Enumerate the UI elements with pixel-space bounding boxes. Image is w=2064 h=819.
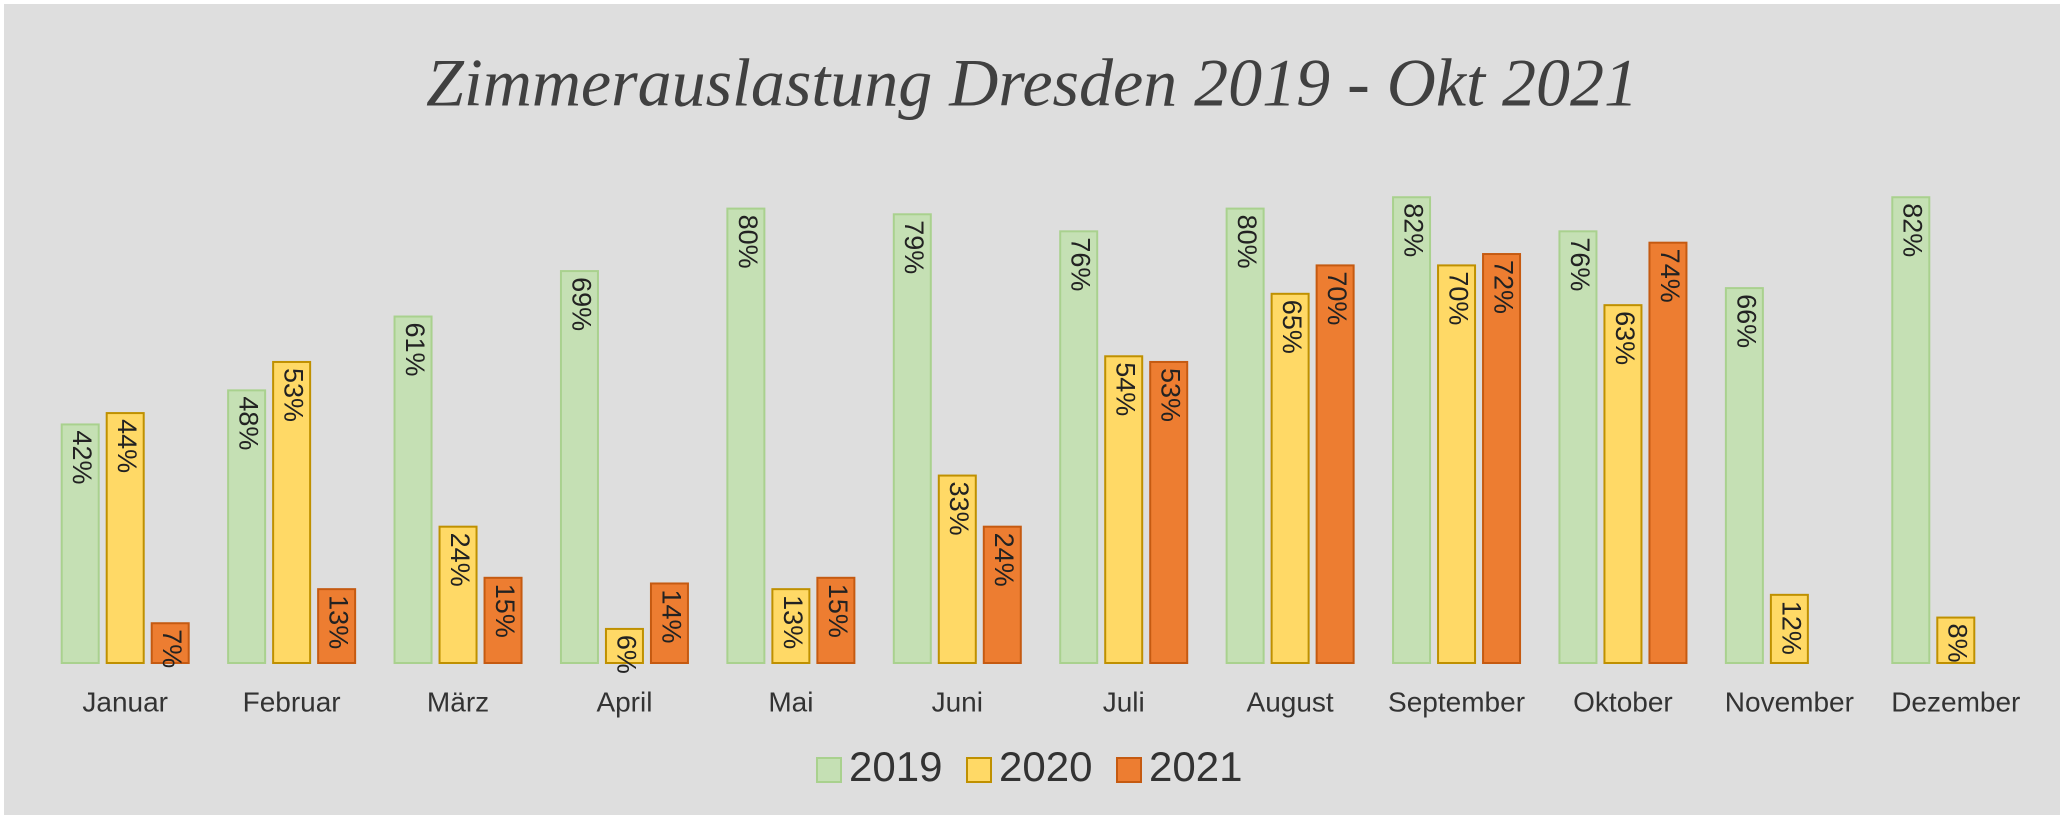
value-label: 74% — [1655, 249, 1685, 303]
bar — [937, 474, 977, 664]
value-label: 42% — [67, 430, 97, 484]
value-label: 7% — [157, 629, 187, 668]
value-label: 82% — [1898, 203, 1928, 257]
x-tick-label: Januar — [82, 686, 168, 717]
bar — [317, 588, 357, 664]
value-label: 69% — [566, 277, 596, 331]
chart-title: Zimmerauslastung Dresden 2019 - Okt 2021 — [426, 45, 1638, 121]
bar — [1482, 253, 1522, 664]
x-tick-label: Mai — [768, 686, 813, 717]
x-tick-label: März — [427, 686, 489, 717]
bar — [393, 315, 433, 664]
value-label: 12% — [1776, 601, 1806, 655]
value-label: 54% — [1111, 362, 1141, 416]
value-label: 76% — [1565, 237, 1595, 291]
value-label: 66% — [1731, 294, 1761, 348]
legend-swatch — [1116, 757, 1142, 783]
legend-swatch — [816, 757, 842, 783]
value-label: 70% — [1443, 271, 1473, 325]
bar — [1315, 264, 1355, 664]
legend-swatch — [966, 757, 992, 783]
value-label: 80% — [733, 215, 763, 269]
bar — [1769, 593, 1809, 665]
x-tick-label: Juli — [1103, 686, 1145, 717]
value-label: 13% — [324, 595, 354, 649]
value-label: 80% — [1232, 215, 1262, 269]
value-label: 13% — [778, 595, 808, 649]
bar — [1104, 355, 1144, 664]
x-tick-label: September — [1388, 686, 1525, 717]
bar — [438, 525, 478, 664]
bar — [982, 525, 1022, 664]
value-label: 76% — [1066, 237, 1096, 291]
value-label: 15% — [823, 584, 853, 638]
bar — [1891, 196, 1931, 665]
legend-label: 2021 — [1149, 743, 1242, 790]
x-tick-label: August — [1247, 686, 1334, 717]
x-tick-label: Dezember — [1891, 686, 2020, 717]
value-label: 70% — [1322, 271, 1352, 325]
bar — [1648, 241, 1688, 664]
bar — [892, 213, 932, 664]
value-label: 6% — [611, 635, 641, 674]
bar — [1724, 287, 1764, 664]
value-label: 15% — [490, 584, 520, 638]
legend-label: 2019 — [849, 743, 942, 790]
value-label: 65% — [1277, 300, 1307, 354]
bar — [227, 389, 267, 664]
value-label: 72% — [1488, 260, 1518, 314]
bar — [105, 412, 145, 664]
value-label: 53% — [279, 368, 309, 422]
bar — [771, 588, 811, 664]
bar — [726, 207, 766, 664]
bar — [60, 423, 100, 664]
value-label: 24% — [445, 533, 475, 587]
value-label: 79% — [899, 220, 929, 274]
value-label: 44% — [112, 419, 142, 473]
bar — [483, 576, 523, 664]
bar — [150, 622, 190, 664]
value-label: 8% — [1943, 624, 1973, 663]
legend-label: 2020 — [999, 743, 1092, 790]
value-label: 53% — [1156, 368, 1186, 422]
bar — [272, 360, 312, 664]
x-tick-label: November — [1725, 686, 1854, 717]
value-label: 82% — [1398, 203, 1428, 257]
value-label: 63% — [1610, 311, 1640, 365]
bar — [1392, 196, 1432, 665]
value-label: 61% — [400, 323, 430, 377]
bar — [1270, 292, 1310, 664]
x-tick-label: April — [596, 686, 652, 717]
bar — [1437, 264, 1477, 664]
bar — [816, 576, 856, 664]
bar — [1059, 230, 1099, 664]
bar — [604, 627, 644, 664]
bar — [1558, 230, 1598, 664]
value-label: 33% — [944, 482, 974, 536]
value-label: 14% — [656, 589, 686, 643]
x-tick-label: Oktober — [1573, 686, 1673, 717]
bar — [1603, 304, 1643, 664]
bar — [1936, 616, 1976, 664]
bar — [1149, 360, 1189, 664]
bar — [649, 582, 689, 664]
bar — [1225, 207, 1265, 664]
value-label: 48% — [234, 396, 264, 450]
value-label: 24% — [989, 533, 1019, 587]
bar — [559, 270, 599, 664]
x-tick-label: Juni — [932, 686, 983, 717]
x-tick-label: Februar — [243, 686, 341, 717]
